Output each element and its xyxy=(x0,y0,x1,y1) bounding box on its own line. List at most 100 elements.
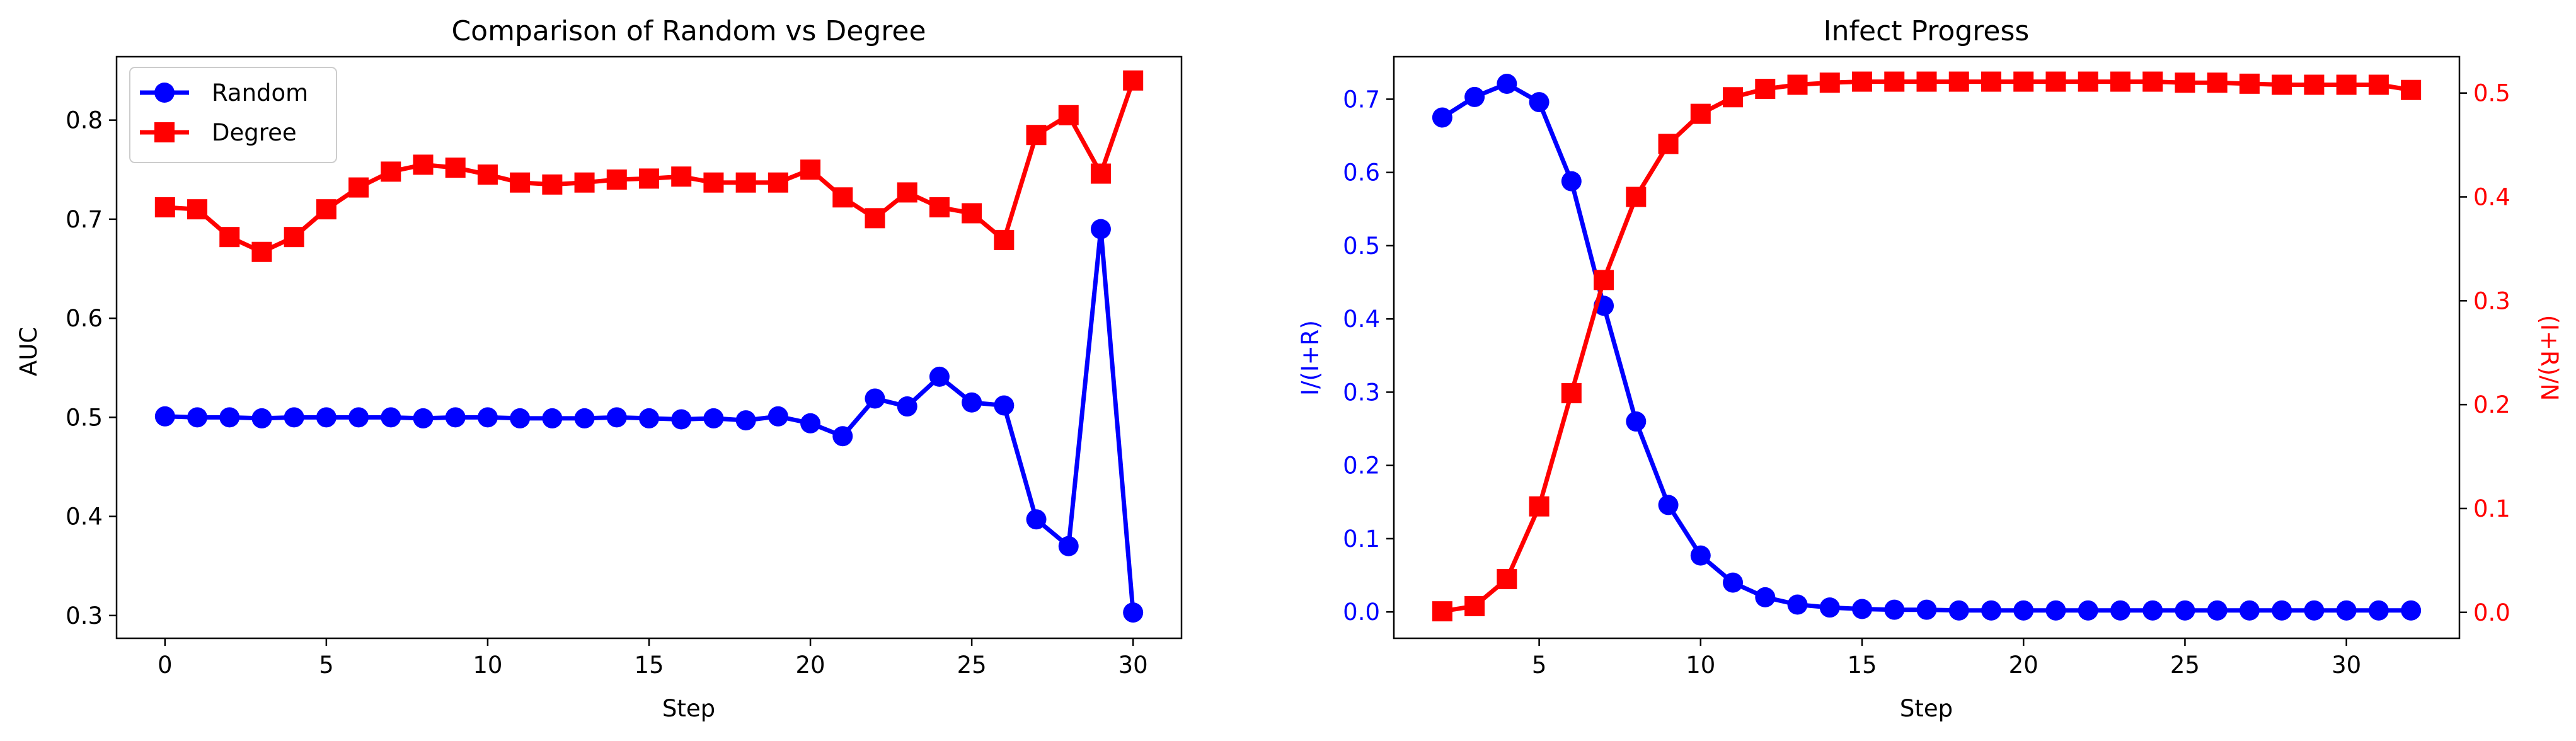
data-point-infected-ratio xyxy=(1981,600,2001,621)
data-point-degree xyxy=(348,177,369,198)
data-point-degree xyxy=(671,166,692,187)
data-point-degree xyxy=(187,199,208,220)
data-point-random xyxy=(639,408,659,428)
data-point-degree xyxy=(800,159,821,180)
data-point-reached-ratio xyxy=(2207,72,2228,93)
data-point-infected-ratio xyxy=(2207,600,2228,621)
data-point-reached-ratio xyxy=(1497,569,1517,590)
data-point-degree xyxy=(1123,70,1144,91)
data-point-random xyxy=(251,408,272,428)
right-y-tick-label: 0.4 xyxy=(2473,184,2510,211)
data-point-reached-ratio xyxy=(1787,74,1808,95)
data-point-infected-ratio xyxy=(2110,600,2130,621)
data-point-degree xyxy=(251,241,272,262)
data-point-random xyxy=(1058,536,1079,556)
left-y-axis-label: I/(I+R) xyxy=(1297,320,1324,396)
data-point-reached-ratio xyxy=(2239,73,2260,94)
data-point-reached-ratio xyxy=(1819,72,1840,93)
data-point-degree xyxy=(865,208,885,229)
data-point-reached-ratio xyxy=(1723,87,1744,108)
data-point-random xyxy=(187,407,208,428)
data-point-degree xyxy=(542,174,563,195)
data-point-infected-ratio xyxy=(1529,92,1550,113)
right-y-tick-label: 0.1 xyxy=(2473,495,2510,522)
legend: Random Degree xyxy=(129,67,337,163)
data-point-degree xyxy=(962,203,982,224)
left-y-tick-label: 0.1 xyxy=(1343,526,1380,553)
x-tick-label: 15 xyxy=(1847,652,1877,679)
left-y-tick-label: 0.7 xyxy=(1343,86,1380,113)
data-point-reached-ratio xyxy=(1626,187,1647,207)
data-point-degree xyxy=(929,197,950,218)
data-point-random xyxy=(606,407,627,428)
data-point-random xyxy=(510,408,531,428)
left-y-tick-label: 0.2 xyxy=(1343,452,1380,480)
data-point-infected-ratio xyxy=(2045,600,2066,621)
data-point-infected-ratio xyxy=(1948,600,1969,621)
data-point-reached-ratio xyxy=(1916,71,1937,92)
data-point-random xyxy=(929,366,950,387)
data-point-random xyxy=(1090,219,1111,239)
left-y-tick-label: 0.0 xyxy=(1343,599,1380,626)
data-point-reached-ratio xyxy=(1948,71,1969,92)
data-point-infected-ratio xyxy=(1561,171,1582,192)
plot-area: 0 5 10 15 20 25 30 0.3 0.4 0.5 0.6 0.7 0.8 xyxy=(66,55,1183,679)
data-point-degree xyxy=(832,187,853,208)
data-point-random xyxy=(800,413,821,434)
data-point-degree xyxy=(1090,163,1111,184)
left-y-tick-label: 0.3 xyxy=(1343,379,1380,406)
data-point-random xyxy=(897,396,917,417)
data-point-random xyxy=(865,388,885,409)
data-point-infected-ratio xyxy=(2078,600,2098,621)
data-point-reached-ratio xyxy=(2110,71,2130,92)
data-point-infected-ratio xyxy=(1755,587,1776,607)
data-point-reached-ratio xyxy=(1690,103,1711,124)
y-tick-label: 0.7 xyxy=(66,206,103,233)
data-point-degree xyxy=(574,172,595,193)
data-point-infected-ratio xyxy=(1916,599,1937,620)
data-point-random xyxy=(832,426,853,447)
data-point-degree xyxy=(316,199,336,220)
data-point-infected-ratio xyxy=(1884,599,1905,620)
data-point-reached-ratio xyxy=(2368,74,2389,95)
data-point-infected-ratio xyxy=(1723,572,1744,593)
data-point-infected-ratio xyxy=(2175,600,2195,621)
data-point-random xyxy=(994,395,1015,416)
x-tick-label: 10 xyxy=(1686,652,1715,679)
x-tick-label: 25 xyxy=(957,652,987,679)
y-tick-label: 0.4 xyxy=(66,503,103,531)
x-tick-label: 20 xyxy=(796,652,825,679)
infect-progress-chart: Infect Progress 5 10 15 20 25 30 0.0 0.1 0.2 0.3 0… xyxy=(1297,15,2563,722)
x-axis-label: Step xyxy=(1900,695,1953,722)
y-axis-label: AUC xyxy=(15,327,42,376)
data-point-infected-ratio xyxy=(2304,600,2325,621)
data-point-reached-ratio xyxy=(1852,71,1873,92)
x-tick-label: 20 xyxy=(2009,652,2038,679)
data-point-degree xyxy=(768,172,788,193)
data-point-infected-ratio xyxy=(2401,600,2422,621)
data-point-random xyxy=(413,408,434,428)
data-point-degree xyxy=(381,161,401,182)
data-point-degree xyxy=(1026,125,1047,146)
data-point-degree xyxy=(154,197,175,218)
data-point-random xyxy=(381,407,401,428)
plot-frame xyxy=(1393,55,2461,640)
data-point-infected-ratio xyxy=(1690,545,1711,566)
data-point-random xyxy=(1026,509,1047,530)
x-tick-label: 30 xyxy=(2332,652,2361,679)
left-y-tick-label: 0.4 xyxy=(1343,306,1380,333)
right-y-tick-label: 0.5 xyxy=(2473,80,2510,107)
data-point-random xyxy=(154,406,175,427)
data-point-random xyxy=(284,407,304,428)
data-point-degree xyxy=(735,172,756,193)
data-point-reached-ratio xyxy=(1432,601,1452,622)
data-point-reached-ratio xyxy=(1561,383,1582,404)
data-point-infected-ratio xyxy=(1819,597,1840,618)
right-y-axis-label: (I+R)/N xyxy=(2536,315,2563,401)
chart-title: Infect Progress xyxy=(1824,15,2030,47)
data-point-infected-ratio xyxy=(1852,599,1873,619)
data-point-infected-ratio xyxy=(1626,411,1647,432)
data-point-reached-ratio xyxy=(2272,74,2292,95)
data-point-reached-ratio xyxy=(2013,71,2034,92)
